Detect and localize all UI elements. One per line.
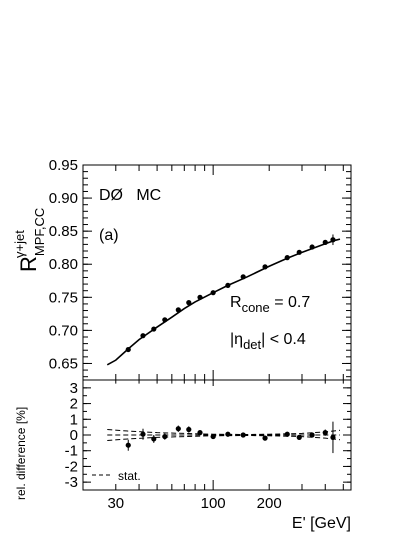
main-data-point: [330, 237, 336, 243]
ratio-ytick-label: -3: [65, 474, 78, 491]
xtick-label: 30: [107, 495, 124, 512]
main-ytick-label: 0.95: [49, 157, 78, 174]
xtick-label: 200: [257, 495, 282, 512]
main-data-point: [125, 346, 131, 353]
ratio-ylabel: rel. difference [%]: [14, 407, 28, 500]
main-data-point: [210, 290, 216, 296]
ratio-data-point: [125, 442, 131, 448]
legend-stat-label: stat.: [118, 469, 141, 483]
x-axis-label: E' [GeV]: [292, 515, 351, 532]
rcone-main: R: [230, 294, 242, 311]
experiment-label: DØ MC: [99, 187, 161, 204]
main-ytick-label: 0.80: [49, 256, 78, 273]
panel-label: (a): [99, 227, 119, 244]
main-data-point: [262, 264, 268, 270]
eta-value: | < 0.4: [261, 331, 306, 348]
main-data-point: [175, 307, 181, 313]
ratio-data-point: [296, 434, 302, 440]
ratio-ytick-label: 1: [70, 411, 78, 428]
svg-text:RMPF,CC: RMPF,CC: [16, 208, 47, 272]
ratio-data-point: [309, 432, 315, 438]
ratio-data-point: [330, 434, 336, 440]
ratio-data-point: [140, 431, 146, 437]
ratio-points-group: [125, 421, 336, 454]
ratio-data-point: [225, 431, 231, 437]
main-y-ticks: 0.65 0.70 0.75 0.80 0.85 0.90 0.95: [49, 157, 351, 378]
rcone-value: = 0.7: [270, 294, 311, 311]
ratio-data-point: [322, 430, 328, 436]
main-data-point: [240, 274, 246, 280]
ratio-data-point: [175, 426, 181, 432]
ratio-data-point: [162, 433, 168, 440]
main-data-point: [140, 333, 146, 339]
ratio-data-point: [284, 431, 290, 437]
ylabel-main: R: [16, 256, 41, 272]
ratio-data-point: [151, 436, 157, 442]
main-ytick-label: 0.90: [49, 190, 78, 207]
ratio-ytick-label: 0: [70, 427, 78, 444]
ratio-data-point: [186, 426, 192, 433]
main-points-group: [125, 234, 336, 353]
ratio-ytick-label: -2: [65, 458, 78, 475]
ratio-ytick-label: -1: [65, 443, 78, 460]
main-data-point: [309, 244, 315, 250]
main-data-point: [162, 317, 168, 323]
ylabel-sub: MPF,CC: [32, 208, 47, 256]
x-ticks: 30 100 200: [82, 165, 344, 512]
ratio-data-point: [210, 433, 216, 440]
main-data-point: [322, 239, 328, 245]
xtick-label: 100: [201, 495, 226, 512]
main-data-point: [186, 300, 192, 306]
eta-label: |ηdet| < 0.4: [230, 331, 306, 352]
main-ytick-label: 0.70: [49, 322, 78, 339]
ratio-data-point: [197, 430, 203, 436]
ratio-ytick-label: 2: [70, 396, 78, 413]
ratio-data-point: [262, 435, 268, 441]
main-data-point: [284, 255, 290, 261]
eta-main: η: [234, 331, 243, 348]
main-data-point: [151, 326, 157, 332]
ratio-ytick-label: 3: [70, 380, 78, 397]
main-data-point: [296, 249, 302, 255]
eta-sub: det: [243, 337, 261, 352]
fit-curve-group: [106, 238, 341, 366]
ylabel-super: γ+jet: [12, 230, 27, 258]
main-ylabel: RMPF,CC γ+jet: [12, 208, 47, 272]
rcone-sub: cone: [242, 300, 270, 315]
main-ytick-label: 0.75: [49, 289, 78, 306]
fit-curve: [106, 238, 341, 366]
ratio-data-point: [240, 432, 246, 438]
main-data-point: [197, 294, 203, 300]
main-ytick-label: 0.85: [49, 223, 78, 240]
rcone-label: Rcone = 0.7: [230, 294, 310, 315]
main-ytick-label: 0.65: [49, 355, 78, 372]
main-data-point: [225, 282, 231, 288]
eta-bar-left: |: [230, 331, 234, 348]
